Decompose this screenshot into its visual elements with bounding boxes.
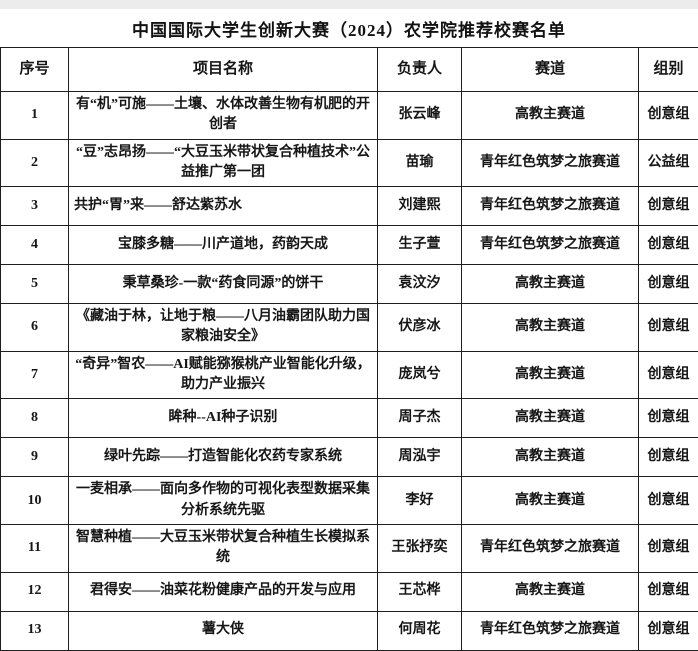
- project-name-cell: 绿叶先踪——打造智能化农药专家系统: [69, 438, 378, 477]
- project-name-cell: 有“机”可施——土壤、水体改善生物有机肥的开创者: [69, 92, 378, 140]
- table-row: 1 有“机”可施——土壤、水体改善生物有机肥的开创者 张云峰 高教主赛道 创意组: [1, 92, 698, 140]
- track-cell: 青年红色筑梦之旅赛道: [462, 187, 639, 226]
- project-name-cell: 君得安——油菜花粉健康产品的开发与应用: [69, 572, 378, 611]
- row-number-cell: 7: [1, 351, 69, 399]
- row-number-cell: 12: [1, 572, 69, 611]
- track-cell: 高教主赛道: [462, 265, 639, 304]
- project-name-cell: 智慧种植——大豆玉米带状复合种植生长模拟系统: [69, 524, 378, 572]
- table-row: 9 绿叶先踪——打造智能化农药专家系统 周泓宇 高教主赛道 创意组: [1, 438, 698, 477]
- row-number-cell: 8: [1, 399, 69, 438]
- project-name-cell: 一麦相承——面向多作物的可视化表型数据采集分析系统先驱: [69, 477, 378, 525]
- table-row: 11 智慧种植——大豆玉米带状复合种植生长模拟系统 王张抒奕 青年红色筑梦之旅赛…: [1, 524, 698, 572]
- leader-name-cell: 周子杰: [378, 399, 462, 438]
- group-cell: 创意组: [639, 265, 698, 304]
- leader-name-cell: 生子萱: [378, 226, 462, 265]
- table-row: 13 薯大侠 何周花 青年红色筑梦之旅赛道 创意组: [1, 611, 698, 650]
- leader-name-cell: 庞岚兮: [378, 351, 462, 399]
- group-cell: 创意组: [639, 399, 698, 438]
- group-cell: 创意组: [639, 187, 698, 226]
- table-row: 4 宝膝多糖——川产道地，药韵天成 生子萱 青年红色筑梦之旅赛道 创意组: [1, 226, 698, 265]
- track-cell: 高教主赛道: [462, 399, 639, 438]
- row-number-cell: 13: [1, 611, 69, 650]
- project-name-cell: 《藏油于林，让地于粮——八月油霸团队助力国家粮油安全》: [69, 304, 378, 352]
- project-name-cell: 秉草桑珍-一款“药食同源”的饼干: [69, 265, 378, 304]
- project-name-cell: 薯大侠: [69, 611, 378, 650]
- column-header-name: 项目名称: [69, 48, 378, 92]
- row-number-cell: 11: [1, 524, 69, 572]
- track-cell: 高教主赛道: [462, 304, 639, 352]
- group-cell: 创意组: [639, 477, 698, 525]
- row-number-cell: 9: [1, 438, 69, 477]
- row-number-cell: 1: [1, 92, 69, 140]
- table-row: 8 眸种--AI种子识别 周子杰 高教主赛道 创意组: [1, 399, 698, 438]
- track-cell: 青年红色筑梦之旅赛道: [462, 611, 639, 650]
- row-number-cell: 3: [1, 187, 69, 226]
- track-cell: 青年红色筑梦之旅赛道: [462, 139, 639, 187]
- leader-name-cell: 张云峰: [378, 92, 462, 140]
- project-name-cell: “豆”志昂扬——“大豆玉米带状复合种植技术”公益推广第一团: [69, 139, 378, 187]
- leader-name-cell: 刘建熙: [378, 187, 462, 226]
- group-cell: 创意组: [639, 226, 698, 265]
- track-cell: 高教主赛道: [462, 92, 639, 140]
- leader-name-cell: 苗瑜: [378, 139, 462, 187]
- leader-name-cell: 王张抒奕: [378, 524, 462, 572]
- track-cell: 高教主赛道: [462, 477, 639, 525]
- track-cell: 高教主赛道: [462, 572, 639, 611]
- leader-name-cell: 袁汶汐: [378, 265, 462, 304]
- table-row: 7 “奇异”智农——AI赋能猕猴桃产业智能化升级，助力产业振兴 庞岚兮 高教主赛…: [1, 351, 698, 399]
- page-title: 中国国际大学生创新大赛（2024）农学院推荐校赛名单: [0, 9, 698, 47]
- project-name-cell: 共护“胃”来——舒达紫苏水: [69, 187, 378, 226]
- table-header-row: 序号 项目名称 负责人 赛道 组别: [1, 48, 698, 92]
- leader-name-cell: 何周花: [378, 611, 462, 650]
- document-sheet: 中国国际大学生创新大赛（2024）农学院推荐校赛名单 序号 项目名称 负责人 赛…: [0, 9, 698, 651]
- column-header-no: 序号: [1, 48, 69, 92]
- group-cell: 公益组: [639, 139, 698, 187]
- group-cell: 创意组: [639, 438, 698, 477]
- table-row: 5 秉草桑珍-一款“药食同源”的饼干 袁汶汐 高教主赛道 创意组: [1, 265, 698, 304]
- leader-name-cell: 周泓宇: [378, 438, 462, 477]
- track-cell: 青年红色筑梦之旅赛道: [462, 226, 639, 265]
- group-cell: 创意组: [639, 351, 698, 399]
- group-cell: 创意组: [639, 572, 698, 611]
- leader-name-cell: 伏彦冰: [378, 304, 462, 352]
- roster-table: 序号 项目名称 负责人 赛道 组别 1 有“机”可施——土壤、水体改善生物有机肥…: [0, 47, 698, 651]
- leader-name-cell: 王芯桦: [378, 572, 462, 611]
- group-cell: 创意组: [639, 92, 698, 140]
- column-header-track: 赛道: [462, 48, 639, 92]
- row-number-cell: 10: [1, 477, 69, 525]
- project-name-cell: 眸种--AI种子识别: [69, 399, 378, 438]
- table-row: 12 君得安——油菜花粉健康产品的开发与应用 王芯桦 高教主赛道 创意组: [1, 572, 698, 611]
- track-cell: 高教主赛道: [462, 351, 639, 399]
- table-row: 2 “豆”志昂扬——“大豆玉米带状复合种植技术”公益推广第一团 苗瑜 青年红色筑…: [1, 139, 698, 187]
- table-row: 6 《藏油于林，让地于粮——八月油霸团队助力国家粮油安全》 伏彦冰 高教主赛道 …: [1, 304, 698, 352]
- table-row: 3 共护“胃”来——舒达紫苏水 刘建熙 青年红色筑梦之旅赛道 创意组: [1, 187, 698, 226]
- row-number-cell: 6: [1, 304, 69, 352]
- track-cell: 高教主赛道: [462, 438, 639, 477]
- table-row: 10 一麦相承——面向多作物的可视化表型数据采集分析系统先驱 李好 高教主赛道 …: [1, 477, 698, 525]
- project-name-cell: 宝膝多糖——川产道地，药韵天成: [69, 226, 378, 265]
- row-number-cell: 4: [1, 226, 69, 265]
- leader-name-cell: 李好: [378, 477, 462, 525]
- group-cell: 创意组: [639, 524, 698, 572]
- track-cell: 青年红色筑梦之旅赛道: [462, 524, 639, 572]
- row-number-cell: 5: [1, 265, 69, 304]
- row-number-cell: 2: [1, 139, 69, 187]
- project-name-cell: “奇异”智农——AI赋能猕猴桃产业智能化升级，助力产业振兴: [69, 351, 378, 399]
- column-header-group: 组别: [639, 48, 698, 92]
- group-cell: 创意组: [639, 304, 698, 352]
- group-cell: 创意组: [639, 611, 698, 650]
- column-header-leader: 负责人: [378, 48, 462, 92]
